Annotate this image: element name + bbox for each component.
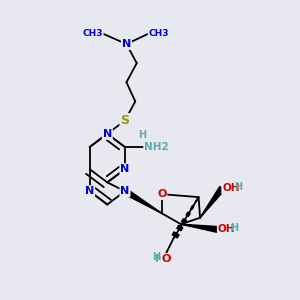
Text: NH2: NH2 xyxy=(144,142,169,152)
Polygon shape xyxy=(124,189,162,213)
Text: HO: HO xyxy=(154,254,172,264)
Text: N: N xyxy=(103,129,112,139)
Polygon shape xyxy=(181,224,218,232)
Text: OH: OH xyxy=(222,183,240,193)
Text: CH3: CH3 xyxy=(148,29,169,38)
Text: OH: OH xyxy=(218,224,235,235)
Text: O: O xyxy=(161,254,171,264)
Text: S: S xyxy=(121,114,130,127)
Polygon shape xyxy=(186,212,190,217)
Text: N: N xyxy=(122,39,131,49)
Polygon shape xyxy=(172,232,179,238)
Text: N: N xyxy=(120,164,130,174)
Polygon shape xyxy=(200,187,224,218)
Polygon shape xyxy=(177,225,183,231)
Polygon shape xyxy=(195,199,198,202)
Text: N: N xyxy=(85,186,94,196)
Polygon shape xyxy=(191,206,194,209)
Text: H: H xyxy=(230,223,238,233)
Text: N: N xyxy=(120,186,130,196)
Text: H: H xyxy=(234,182,242,192)
Text: CH3: CH3 xyxy=(82,29,103,38)
Text: H: H xyxy=(139,130,147,140)
Polygon shape xyxy=(182,219,187,224)
Text: H: H xyxy=(152,252,160,262)
Text: O: O xyxy=(157,189,167,199)
